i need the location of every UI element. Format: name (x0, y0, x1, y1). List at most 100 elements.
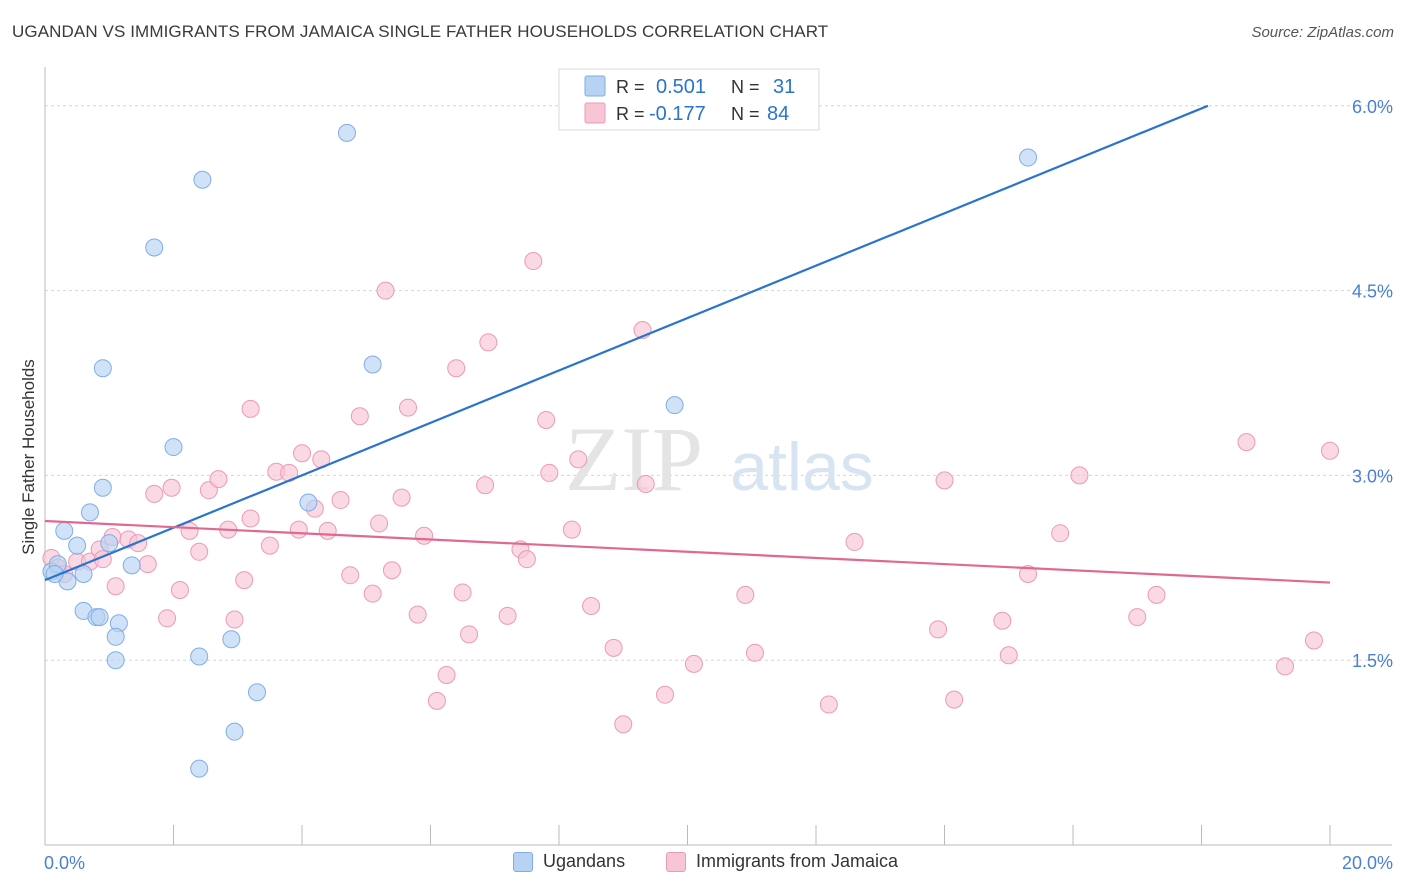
point-jamaica (453, 583, 472, 602)
legend-item-ugandans: Ugandans (513, 851, 625, 872)
point-jamaica (293, 444, 311, 463)
point-jamaica (260, 536, 279, 555)
point-jamaica (636, 475, 655, 494)
point-ugandans (222, 630, 241, 649)
point-jamaica (162, 478, 181, 497)
point-ugandans (80, 503, 99, 522)
data-points (42, 123, 1339, 778)
point-jamaica (138, 555, 157, 574)
point-jamaica (350, 407, 369, 426)
point-jamaica (1147, 585, 1166, 604)
point-ugandans (93, 359, 112, 378)
point-jamaica (235, 571, 254, 590)
legend-label-jamaica: Immigrants from Jamaica (696, 851, 899, 871)
point-ugandans (193, 170, 212, 189)
y-tick-label: 1.5% (1352, 651, 1393, 671)
watermark: ZIP atlas (565, 408, 874, 510)
point-jamaica (745, 643, 764, 662)
y-axis-title: Single Father Households (19, 359, 38, 555)
point-jamaica (392, 488, 411, 507)
y-tick-label: 3.0% (1352, 466, 1393, 486)
point-ugandans (106, 651, 125, 670)
point-jamaica (1019, 564, 1038, 583)
point-jamaica (241, 509, 260, 528)
point-ugandans (190, 647, 209, 666)
watermark-zip: ZIP (565, 408, 703, 510)
point-jamaica (524, 252, 543, 271)
point-jamaica (190, 542, 209, 561)
trend-lines (44, 104, 1331, 584)
point-jamaica (427, 691, 446, 710)
point-ugandans (100, 534, 119, 553)
point-jamaica (479, 333, 498, 352)
point-jamaica (736, 585, 755, 604)
axis-labels: 1.5% 3.0% 4.5% 6.0% 0.0% 20.0% Single Father H… (19, 97, 1393, 873)
point-jamaica (225, 610, 244, 629)
point-ugandans (122, 556, 141, 575)
source-credit: Source: ZipAtlas.com (1251, 24, 1394, 41)
legend-bottom: Ugandans Immigrants from Jamaica (0, 851, 1406, 877)
legend-r-value: -0.177 (649, 103, 706, 125)
point-jamaica (145, 484, 164, 503)
legend-swatch-jamaica (666, 851, 686, 872)
legend-r-label: R = (616, 77, 645, 97)
point-jamaica (318, 521, 337, 540)
point-jamaica (341, 566, 360, 585)
point-jamaica (170, 580, 189, 599)
point-jamaica (1128, 608, 1147, 627)
point-jamaica (437, 665, 456, 684)
point-ugandans (145, 238, 164, 257)
point-jamaica (382, 561, 401, 580)
point-jamaica (999, 646, 1018, 665)
legend-swatch-ugandans (584, 75, 606, 97)
point-jamaica (370, 514, 389, 533)
point-jamaica (945, 690, 964, 709)
point-jamaica (1304, 631, 1323, 650)
point-jamaica (460, 625, 479, 644)
y-tick-label: 4.5% (1352, 282, 1393, 302)
point-jamaica (819, 695, 838, 714)
y-tick-label: 6.0% (1352, 97, 1393, 117)
point-jamaica (408, 605, 427, 624)
point-ugandans (1019, 148, 1038, 167)
point-ugandans (106, 627, 125, 646)
point-ugandans (337, 123, 356, 142)
point-ugandans (225, 722, 244, 741)
trend-line-ugandans (44, 104, 1209, 582)
point-jamaica (158, 609, 177, 628)
point-jamaica (1070, 466, 1089, 485)
point-jamaica (845, 532, 864, 551)
point-jamaica (331, 491, 350, 510)
trend-line-jamaica (44, 519, 1331, 584)
point-jamaica (363, 584, 382, 603)
point-ugandans (363, 355, 382, 374)
point-jamaica (614, 715, 633, 734)
point-jamaica (929, 620, 948, 639)
axes (44, 67, 1392, 846)
point-ugandans (299, 493, 318, 512)
point-jamaica (376, 281, 395, 300)
legend-label-ugandans: Ugandans (543, 851, 626, 871)
point-jamaica (1321, 441, 1339, 460)
point-jamaica (540, 463, 559, 482)
x-tick-label: 0.0% (44, 853, 85, 873)
legend-item-jamaica: Immigrants from Jamaica (666, 851, 898, 872)
point-jamaica (1237, 433, 1256, 452)
point-jamaica (569, 450, 588, 469)
legend-n-label: N = (731, 77, 760, 97)
point-jamaica (604, 638, 623, 657)
point-jamaica (447, 359, 466, 378)
point-jamaica (241, 399, 260, 418)
point-jamaica (209, 470, 228, 489)
point-jamaica (498, 606, 517, 625)
legend-top: R = 0.501 N = 31 R = -0.177 N = 84 (558, 68, 820, 131)
watermark-atlas: atlas (730, 429, 874, 505)
point-ugandans (665, 396, 684, 415)
point-jamaica (415, 526, 434, 545)
point-jamaica (476, 476, 495, 495)
point-ugandans (164, 438, 183, 457)
point-jamaica (656, 685, 675, 704)
legend-r-value: 0.501 (656, 76, 706, 98)
point-ugandans (90, 608, 109, 627)
